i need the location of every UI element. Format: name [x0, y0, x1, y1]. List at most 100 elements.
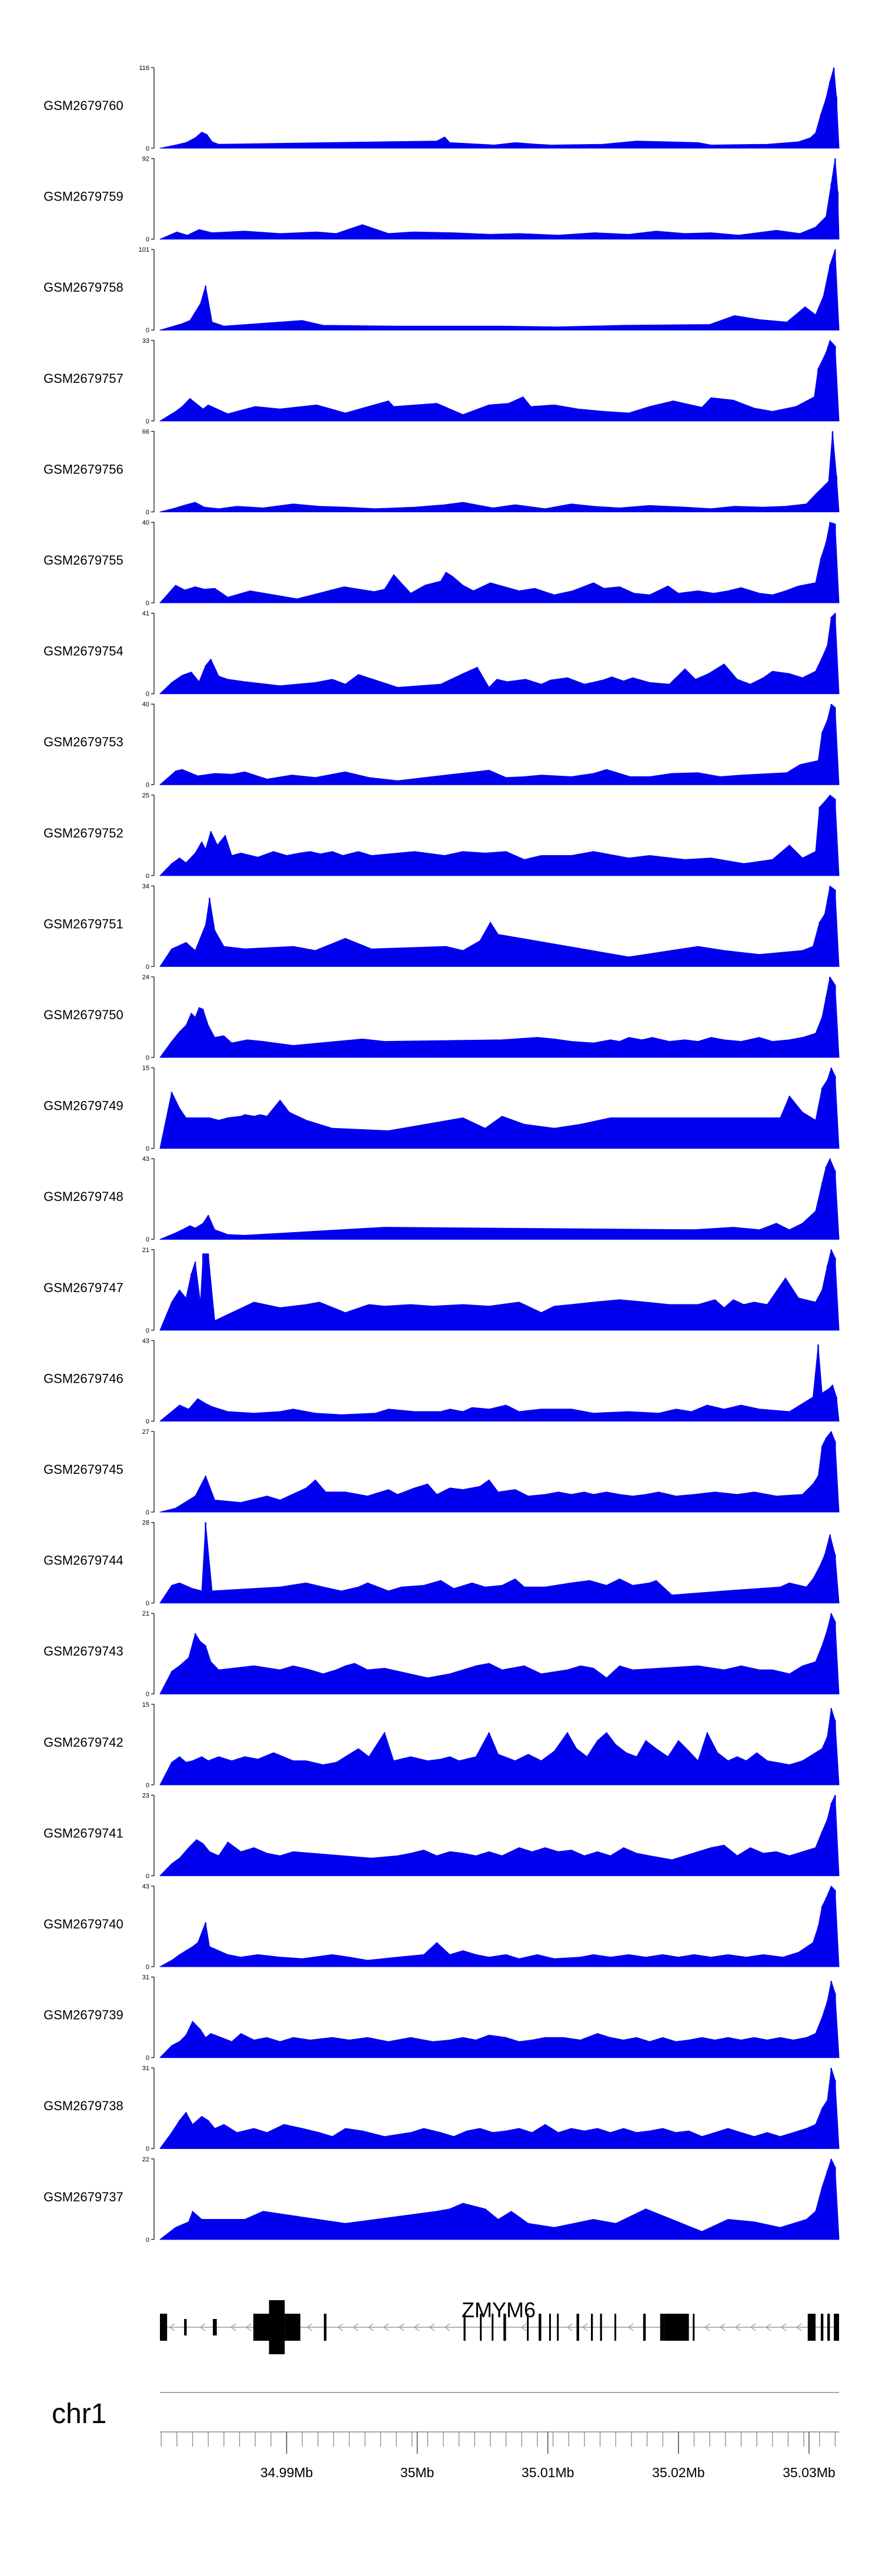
coverage-area [159, 976, 840, 1058]
coverage-area [159, 1344, 840, 1422]
exon-block [660, 2314, 664, 2341]
y-max-label: 41 [142, 610, 149, 618]
sample-label: GSM2679740 [44, 1917, 123, 1931]
strand-arrow [199, 2323, 206, 2331]
track-GSM2679760: GSM2679760 116 0 [44, 65, 840, 152]
y-min-label: 0 [146, 1327, 149, 1334]
sample-label: GSM2679743 [44, 1644, 123, 1659]
exon-block [184, 2319, 187, 2335]
track-GSM2679758: GSM2679758 101 0 [44, 246, 840, 334]
strand-arrow [245, 2323, 252, 2331]
strand-arrow [413, 2323, 420, 2331]
sample-label: GSM2679748 [44, 1189, 123, 1204]
coverage-area [159, 1158, 840, 1240]
y-min-label: 0 [146, 145, 149, 152]
exon-block [591, 2314, 593, 2341]
track-GSM2679746: GSM2679746 43 0 [44, 1337, 840, 1425]
sample-label: GSM2679757 [44, 371, 123, 386]
coverage-area [159, 885, 840, 967]
sample-label: GSM2679746 [44, 1371, 123, 1386]
track-GSM2679738: GSM2679738 31 0 [44, 2065, 840, 2153]
track-GSM2679751: GSM2679751 34 0 [44, 883, 840, 970]
track-GSM2679748: GSM2679748 43 0 [44, 1156, 840, 1243]
coverage-area [159, 431, 840, 512]
y-max-label: 43 [142, 1156, 149, 1163]
sample-label: GSM2679750 [44, 1007, 123, 1022]
y-min-label: 0 [146, 1964, 149, 1971]
y-max-label: 34 [142, 883, 149, 890]
axis-tick-label: 35.01Mb [522, 2465, 574, 2480]
track-GSM2679745: GSM2679745 27 0 [44, 1429, 840, 1516]
coverage-area [159, 1431, 840, 1513]
strand-arrow [337, 2323, 343, 2331]
track-GSM2679747: GSM2679747 21 0 [44, 1247, 840, 1334]
exon-block [539, 2314, 542, 2341]
y-min-label: 0 [146, 691, 149, 698]
exon-block [527, 2314, 529, 2341]
track-GSM2679742: GSM2679742 15 0 [44, 1701, 840, 1789]
exon-block [614, 2314, 616, 2341]
track-GSM2679750: GSM2679750 24 0 [44, 974, 840, 1062]
sample-label: GSM2679747 [44, 1280, 123, 1295]
y-max-label: 22 [142, 2156, 149, 2163]
strand-arrow [230, 2323, 236, 2331]
coverage-area [159, 1886, 840, 1967]
sample-label: GSM2679744 [44, 1553, 123, 1568]
y-min-label: 0 [146, 1873, 149, 1880]
track-GSM2679752: GSM2679752 25 0 [44, 792, 840, 880]
coverage-area [159, 2067, 840, 2149]
y-max-label: 66 [142, 428, 149, 435]
y-max-label: 21 [142, 1610, 149, 1617]
y-max-label: 25 [142, 792, 149, 799]
axis-tick-label: 35Mb [400, 2465, 435, 2480]
strand-arrow [306, 2323, 313, 2331]
track-GSM2679759: GSM2679759 92 0 [44, 156, 840, 243]
exon-block [549, 2314, 551, 2341]
y-min-label: 0 [146, 2145, 149, 2153]
y-max-label: 43 [142, 1337, 149, 1344]
exon-block [503, 2314, 506, 2341]
track-GSM2679743: GSM2679743 21 0 [44, 1610, 840, 1698]
y-max-label: 24 [142, 974, 149, 981]
exon-block [576, 2314, 579, 2341]
y-max-label: 31 [142, 2065, 149, 2072]
sample-label: GSM2679756 [44, 462, 123, 476]
sample-label: GSM2679755 [44, 553, 123, 568]
y-max-label: 15 [142, 1701, 149, 1709]
exon-block [827, 2314, 830, 2341]
y-min-label: 0 [146, 1600, 149, 1607]
strand-arrow [582, 2323, 588, 2331]
strand-arrow [780, 2323, 787, 2331]
y-max-label: 27 [142, 1429, 149, 1436]
y-min-label: 0 [146, 509, 149, 516]
strand-arrow [520, 2323, 527, 2331]
sample-label: GSM2679737 [44, 2190, 123, 2204]
y-max-label: 28 [142, 1520, 149, 1527]
strand-arrow [796, 2323, 802, 2331]
strand-arrow [169, 2323, 175, 2331]
strand-arrow [398, 2323, 405, 2331]
exon-block [463, 2314, 466, 2341]
exon-block [480, 2314, 482, 2341]
exon-block [253, 2314, 269, 2341]
track-GSM2679741: GSM2679741 23 0 [44, 1792, 840, 1880]
y-max-label: 40 [142, 519, 149, 526]
strand-arrow [352, 2323, 359, 2331]
axis-tick-label: 34.99Mb [260, 2465, 313, 2480]
sample-label: GSM2679738 [44, 2098, 123, 2113]
y-min-label: 0 [146, 782, 149, 789]
y-max-label: 21 [142, 1247, 149, 1254]
sample-label: GSM2679754 [44, 644, 123, 659]
strand-arrow [719, 2323, 726, 2331]
strand-arrow [383, 2323, 389, 2331]
sample-label: GSM2679758 [44, 280, 123, 295]
genome-axis: chr1 34.99Mb 35Mb 35.01Mb 35.02Mb 35.03Mb [52, 2392, 839, 2480]
exon-block [269, 2300, 285, 2354]
strand-arrow [444, 2323, 450, 2331]
coverage-area [159, 795, 840, 876]
exon-block [160, 2314, 168, 2341]
y-min-label: 0 [146, 1509, 149, 1516]
exon-block [834, 2314, 839, 2341]
exon-block [643, 2314, 646, 2341]
exon-block [213, 2319, 217, 2335]
